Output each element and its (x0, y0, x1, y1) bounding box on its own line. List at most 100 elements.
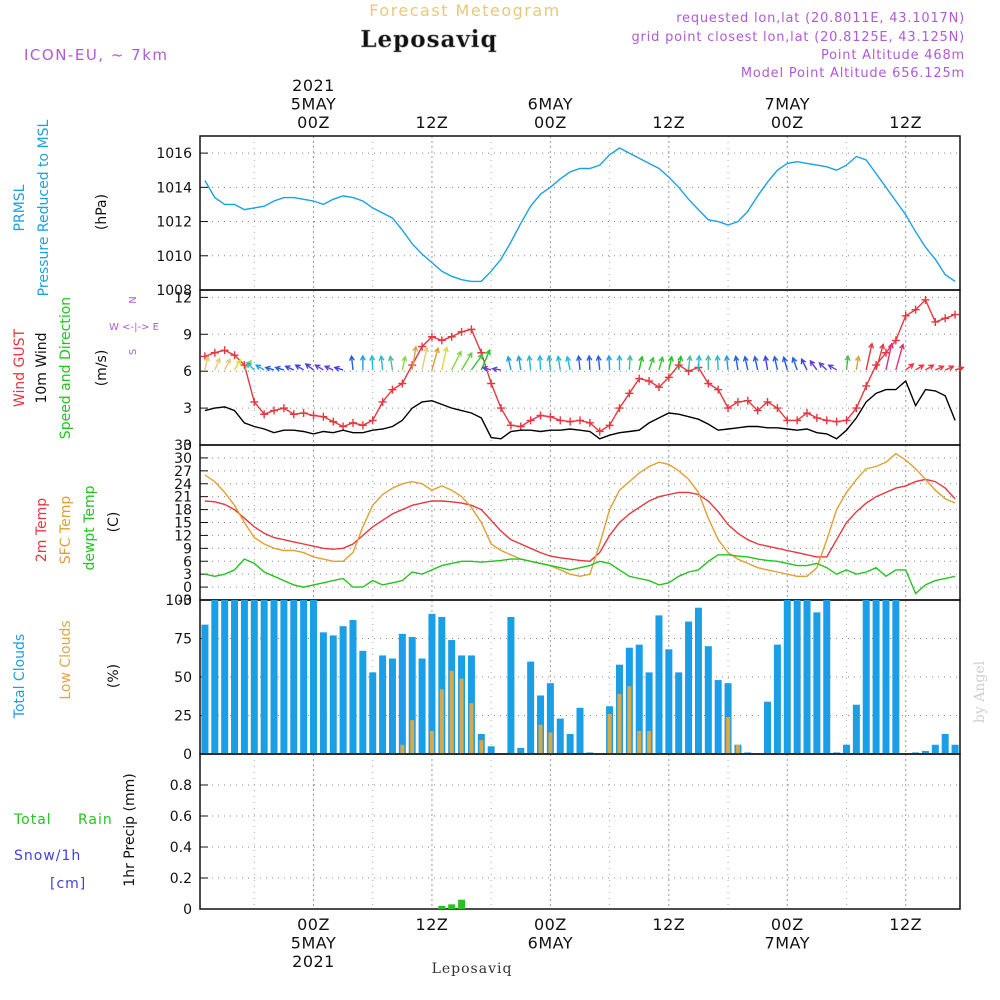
wind-arrow-head (818, 361, 825, 368)
wind-arrow (925, 364, 935, 371)
low-clouds-bar (538, 724, 543, 754)
wind-ytick-label: 6 (183, 364, 192, 380)
time-label: 12Z (652, 113, 685, 132)
wind-arrow (935, 365, 945, 371)
total-clouds-bar (842, 744, 850, 754)
wind-arrow-shaft (735, 356, 739, 371)
wind-arrow-shaft (451, 351, 462, 371)
gust-marker (654, 383, 663, 392)
wind-arrow-shaft (470, 354, 484, 371)
pressure-ytick-label: 1014 (156, 180, 192, 196)
time-label: 6MAY (528, 95, 573, 114)
wind-arrow (944, 365, 955, 371)
wind-arrow-shaft (792, 357, 798, 371)
wind-arrow-shaft (411, 346, 417, 371)
gust-marker (832, 417, 841, 426)
wind-dir-label: Speed and Direction (58, 297, 74, 439)
wind-arrow-shaft (480, 350, 491, 371)
low-clouds-bar (439, 689, 444, 754)
wind-arrow (905, 363, 915, 371)
wind-arrow-shaft (577, 356, 581, 371)
wind-arrow-head (401, 355, 408, 362)
wind-arrow-shaft (668, 356, 673, 371)
low-clouds-bar (647, 730, 652, 754)
wind-arrow (742, 355, 749, 371)
gust-marker (901, 311, 910, 320)
time-label: 7MAY (765, 934, 810, 953)
pressure-ytick-label: 1016 (156, 146, 192, 162)
wind-arrow (369, 354, 376, 370)
temperature-ytick-label: 18 (174, 503, 192, 519)
wind-arrow-head (467, 351, 473, 359)
wind-direction-arrows (204, 342, 965, 373)
total-clouds-bar (793, 600, 801, 754)
pressure-ytick-label: 1012 (156, 215, 192, 231)
gust-marker (299, 409, 308, 418)
wind-panel: 0 3 6 9 12 (174, 289, 965, 454)
wind-arrow-shaft (638, 356, 643, 371)
wind-arrow (565, 355, 572, 371)
gust-marker (714, 385, 723, 394)
gust-marker (418, 342, 427, 351)
wind-arrow (724, 354, 731, 371)
pressure-ytick-label: 1010 (156, 249, 192, 265)
wind-arrow-head (204, 355, 210, 362)
wind-arrow-head (938, 365, 945, 371)
gust-marker (210, 348, 219, 357)
wind-arrow (516, 354, 523, 371)
wind-arrow-shaft (845, 356, 849, 371)
wind-arrow-shaft (764, 356, 769, 371)
gust-marker (329, 417, 338, 426)
gust-marker (358, 421, 367, 430)
watermark: by Angel (972, 660, 988, 723)
wind-ytick-label: 0 (183, 438, 192, 454)
wind-arrow-head (868, 342, 875, 349)
wind-arrow-head (827, 364, 834, 370)
point-altitude: Point Altitude 468m (821, 48, 965, 63)
wind-arrow (526, 354, 533, 371)
wind-arrow-shaft (315, 364, 324, 371)
total-clouds-bar (833, 752, 841, 754)
total-clouds-bar (418, 658, 426, 754)
total-clouds-bar (783, 600, 791, 754)
total-clouds-label: Total Clouds (12, 634, 28, 719)
wind-arrow-shaft (687, 356, 691, 371)
time-label: 00Z (771, 113, 804, 132)
low-clouds-bar (449, 670, 454, 754)
wind-arrow-shaft (224, 358, 231, 371)
gust-marker (852, 404, 861, 413)
total-clouds-bar (487, 746, 495, 754)
wind-arrow-head (854, 354, 861, 362)
wind-arrow-shaft (855, 356, 860, 371)
gust-marker (822, 416, 831, 425)
wind-arrow (411, 345, 419, 371)
total-clouds-bar (231, 600, 239, 754)
wind-arrow-shaft (528, 356, 532, 371)
wind-arrow-shaft (371, 355, 374, 370)
wind-arrow (224, 357, 231, 371)
wind-arrow-head (505, 355, 512, 362)
wind-arrow-head (649, 356, 655, 363)
wind-arrow-shaft (460, 352, 473, 371)
wind-arrow (323, 365, 334, 371)
total-clouds-bar (645, 672, 653, 754)
precip-ytick-label: 0 (183, 902, 192, 918)
wind-arrow-shaft (295, 364, 304, 371)
total-clouds-bar (685, 621, 693, 754)
total-clouds-bar (872, 600, 880, 754)
pressure-label-2: Pressure Reduced to MSL (36, 119, 52, 296)
wind-arrow (595, 354, 602, 371)
wind-arrow (431, 346, 440, 371)
wind-arrow-shaft (557, 356, 561, 371)
gust-marker (842, 416, 851, 425)
total-clouds-bar (665, 649, 673, 754)
wind-arrow-head (378, 354, 385, 362)
pressure-unit: (hPa) (94, 194, 110, 230)
wind-arrow (875, 343, 886, 371)
wind-arrow-shaft (246, 362, 255, 371)
wind-arrow-shaft (905, 363, 914, 371)
total-clouds-bar (221, 600, 229, 754)
wind-arrow (378, 354, 385, 371)
